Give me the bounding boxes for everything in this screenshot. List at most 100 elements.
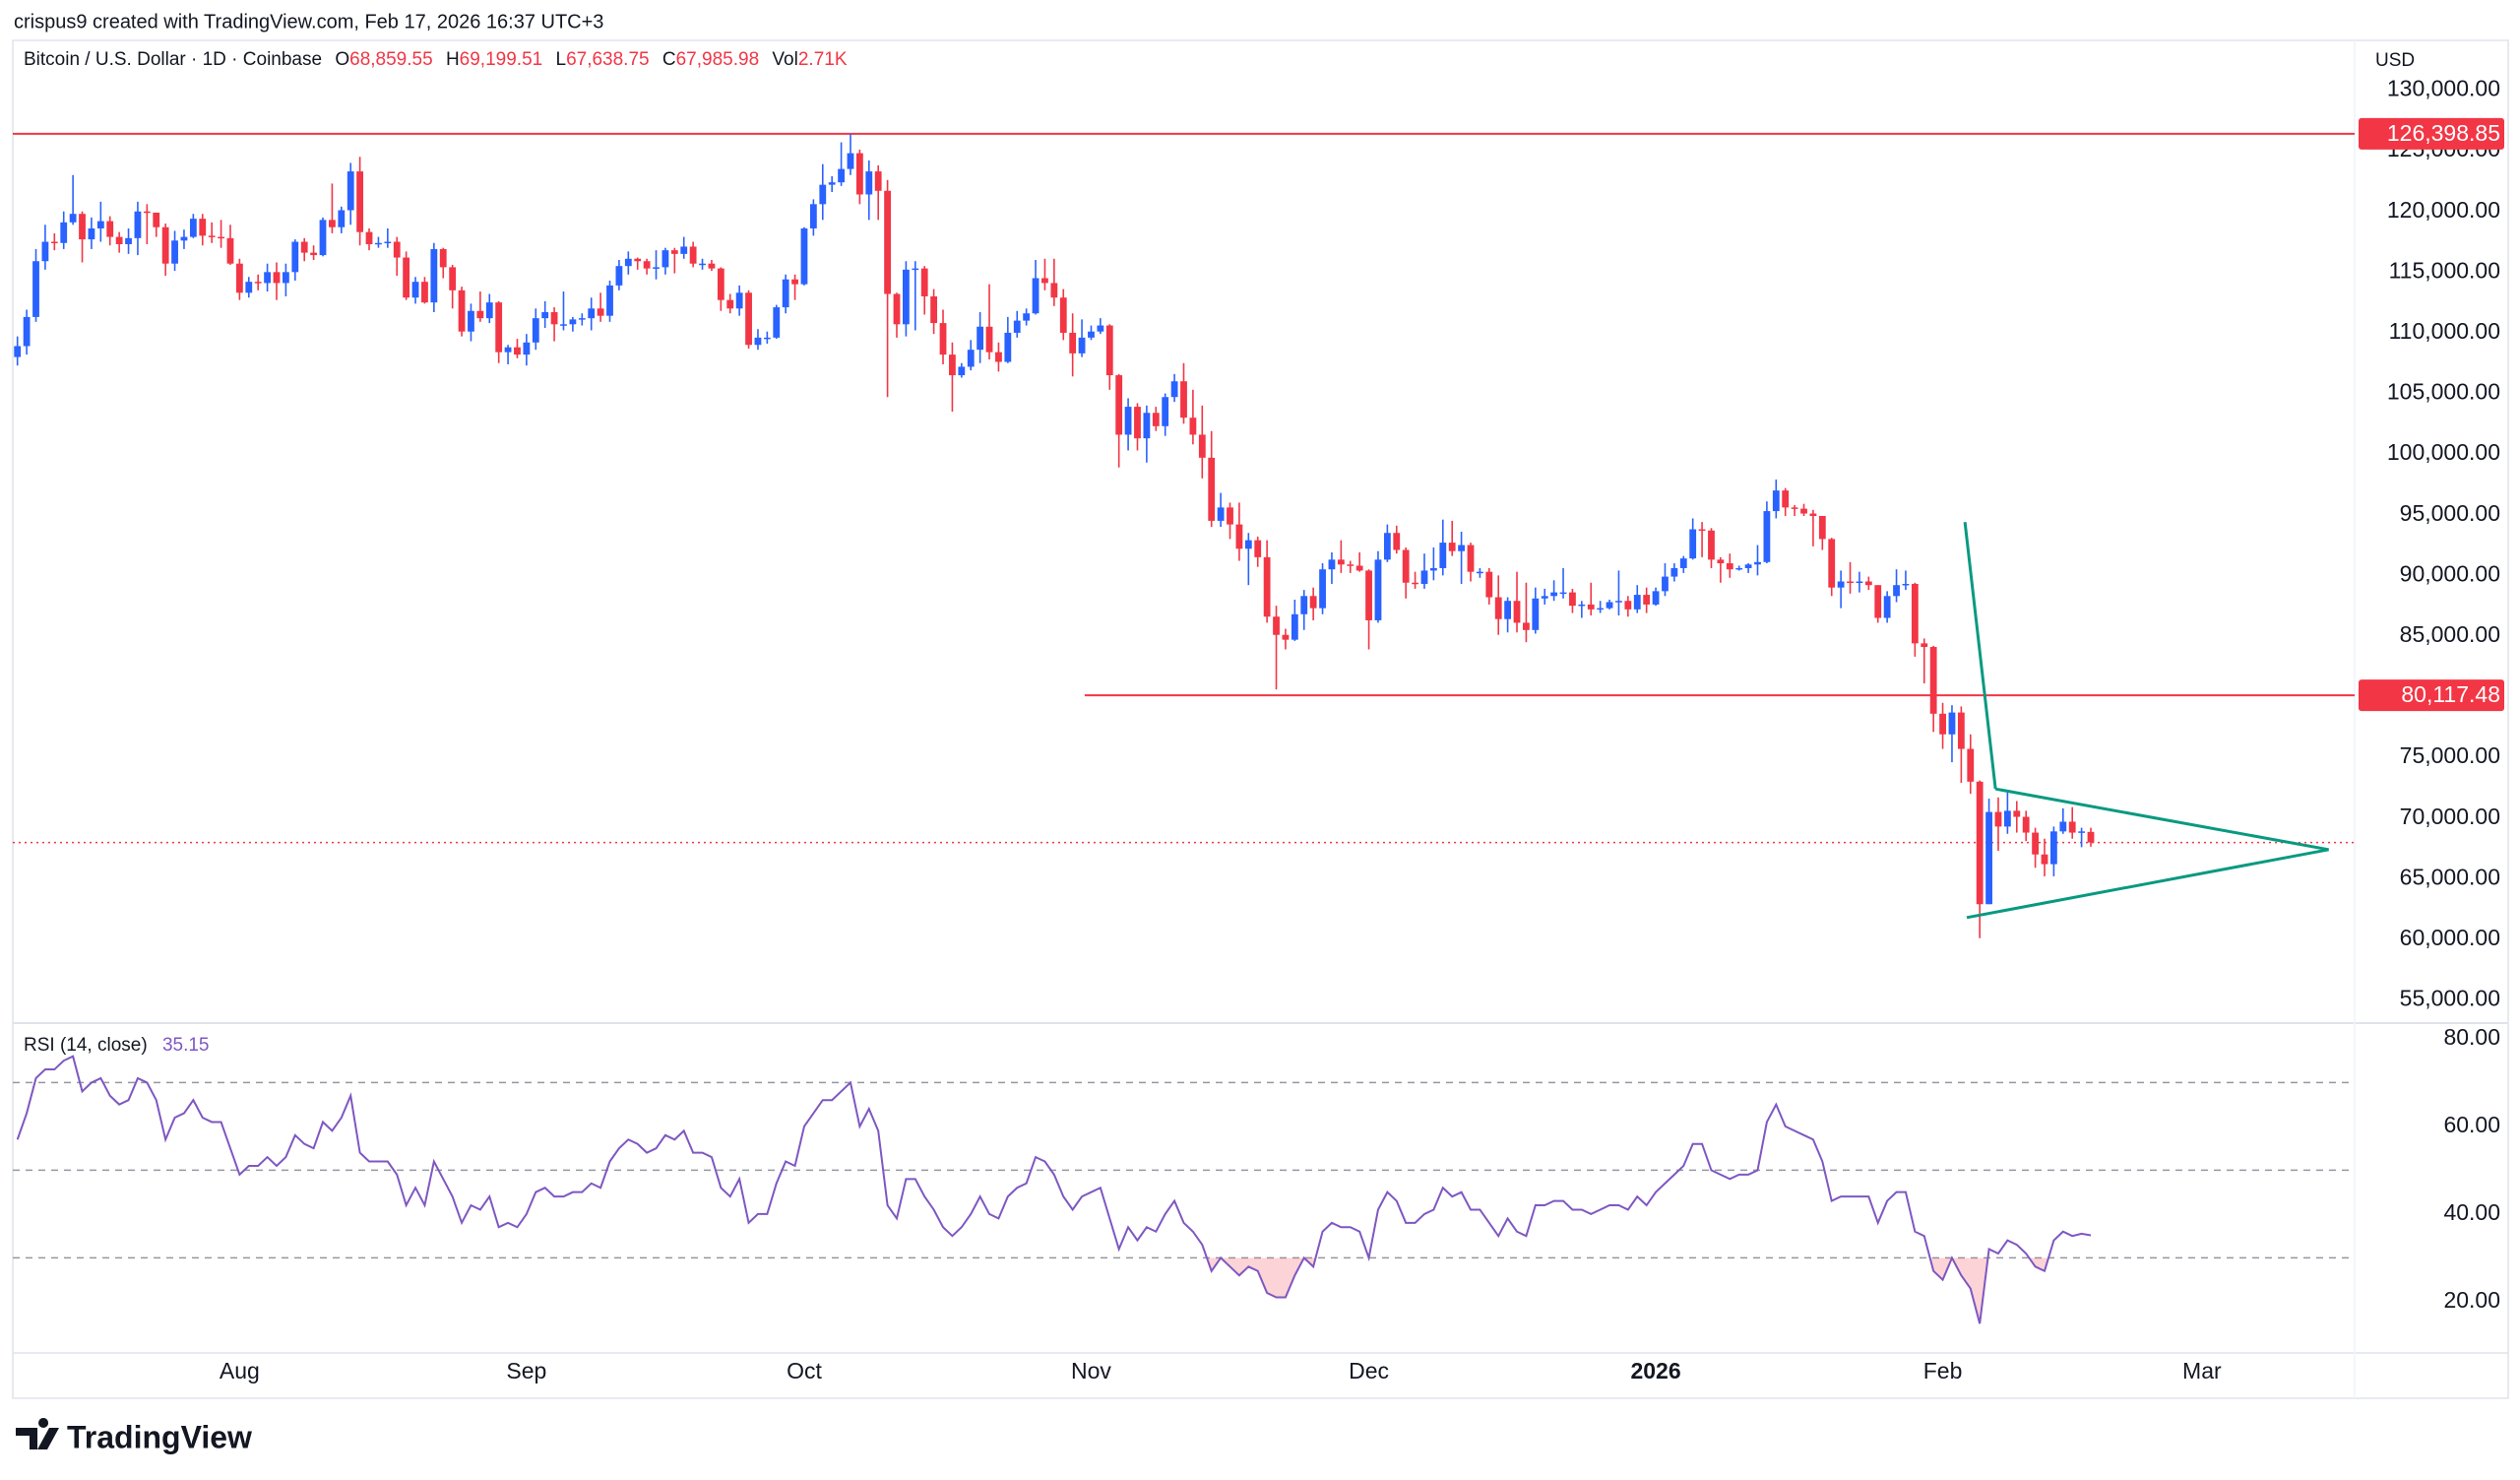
candle-body xyxy=(384,241,392,244)
trendline xyxy=(1966,848,2329,920)
candle-body xyxy=(504,347,512,353)
rsi-tick-label: 60.00 xyxy=(2443,1112,2500,1137)
candle-body xyxy=(1069,332,1077,354)
candle-body xyxy=(2078,831,2086,833)
candle-body xyxy=(1679,558,1687,568)
y-tick-label: 85,000.00 xyxy=(2400,621,2500,647)
candle-body xyxy=(1097,325,1104,332)
y-tick-label: 70,000.00 xyxy=(2400,804,2500,829)
candle-body xyxy=(1929,647,1937,714)
candle-body xyxy=(1708,530,1715,560)
candle-body xyxy=(847,153,854,169)
logo-text: TradingView xyxy=(67,1419,252,1454)
candle-body xyxy=(218,236,224,239)
candle-body xyxy=(1902,583,1910,586)
logo-icon xyxy=(16,1418,59,1449)
candle-body xyxy=(1458,545,1465,551)
candle-body xyxy=(1485,571,1493,598)
candle-body xyxy=(1726,563,1733,570)
candle-body xyxy=(1170,381,1178,398)
candle-body xyxy=(1050,283,1058,298)
price-badge xyxy=(2359,117,2504,150)
candle-body xyxy=(1124,407,1132,435)
candle-body xyxy=(346,171,354,211)
candle-body xyxy=(1559,592,1567,595)
candle-body xyxy=(1513,601,1521,623)
candle-body xyxy=(1837,581,1845,588)
candle-body xyxy=(208,235,216,237)
legend-value: 69,199.51 xyxy=(460,49,543,70)
candle-body xyxy=(514,347,521,355)
candle-body xyxy=(855,153,863,195)
candle-body xyxy=(1957,712,1965,749)
candle-body xyxy=(1198,434,1206,458)
candle-body xyxy=(291,241,299,273)
candle-body xyxy=(597,308,604,316)
candle-body xyxy=(2003,810,2011,827)
x-tick-label: Dec xyxy=(1349,1358,1389,1383)
candle-body xyxy=(32,261,39,317)
candle-body xyxy=(134,211,142,238)
candle-body xyxy=(1365,570,1372,620)
candle-body xyxy=(2041,854,2048,865)
x-tick-label: 2026 xyxy=(1630,1358,1680,1383)
x-tick-label: Aug xyxy=(220,1358,260,1383)
candle-body xyxy=(995,352,1002,362)
candle-body xyxy=(1698,529,1706,532)
candle-body xyxy=(365,231,373,244)
candle-body xyxy=(949,354,956,376)
candle-body xyxy=(310,252,318,256)
candle-body xyxy=(1735,567,1743,570)
candle-body xyxy=(541,311,549,319)
rsi-value: 35.15 xyxy=(162,1035,210,1056)
candle-body xyxy=(2059,821,2067,832)
candle-body xyxy=(754,337,762,346)
candle-body xyxy=(79,214,86,240)
rsi-tick-label: 40.00 xyxy=(2443,1199,2500,1225)
candle-body xyxy=(1967,748,1975,782)
candle-body xyxy=(689,246,697,264)
candle-body xyxy=(1023,313,1031,321)
candle-body xyxy=(726,299,734,309)
candle-body xyxy=(356,171,364,232)
candle-body xyxy=(282,272,289,284)
candle-body xyxy=(1523,622,1530,630)
candle-body xyxy=(1143,413,1151,439)
y-tick-label: 110,000.00 xyxy=(2389,318,2500,344)
candle-body xyxy=(1893,585,1900,597)
y-tick-label: 90,000.00 xyxy=(2400,560,2500,586)
candle-body xyxy=(893,293,901,325)
candle-body xyxy=(1504,601,1512,619)
candle-body xyxy=(874,171,882,191)
candle-body xyxy=(653,267,660,269)
candle-body xyxy=(1670,567,1678,577)
candle-body xyxy=(920,268,928,296)
candle-body xyxy=(106,221,114,237)
candle-body xyxy=(329,220,336,227)
symbol-legend: Bitcoin / U.S. Dollar · 1D · Coinbase O6… xyxy=(24,49,848,70)
candle-body xyxy=(976,326,984,351)
candle-body xyxy=(411,282,419,298)
candle-body xyxy=(2022,816,2030,833)
price-badge-label: 80,117.48 xyxy=(2401,681,2500,707)
candle-body xyxy=(1347,564,1354,566)
candle-body xyxy=(1615,601,1622,603)
rsi-tick-label: 80.00 xyxy=(2443,1024,2500,1050)
candle-body xyxy=(180,236,188,241)
candle-body xyxy=(1217,507,1225,521)
candle-body xyxy=(819,184,827,205)
candle-body xyxy=(1355,565,1363,571)
candle-body xyxy=(1227,507,1233,525)
candle-body xyxy=(1597,608,1605,611)
candle-body xyxy=(1208,457,1216,521)
candle-body xyxy=(1532,598,1540,630)
candle-body xyxy=(1152,413,1160,426)
candle-body xyxy=(1300,596,1308,614)
rsi-tick-label: 20.00 xyxy=(2443,1287,2500,1313)
candle-body xyxy=(41,241,49,262)
candle-body xyxy=(1994,811,2002,827)
legend-key: Vol xyxy=(772,49,797,70)
candle-body xyxy=(1105,325,1113,376)
candle-body xyxy=(115,236,123,244)
candle-body xyxy=(1393,533,1401,550)
